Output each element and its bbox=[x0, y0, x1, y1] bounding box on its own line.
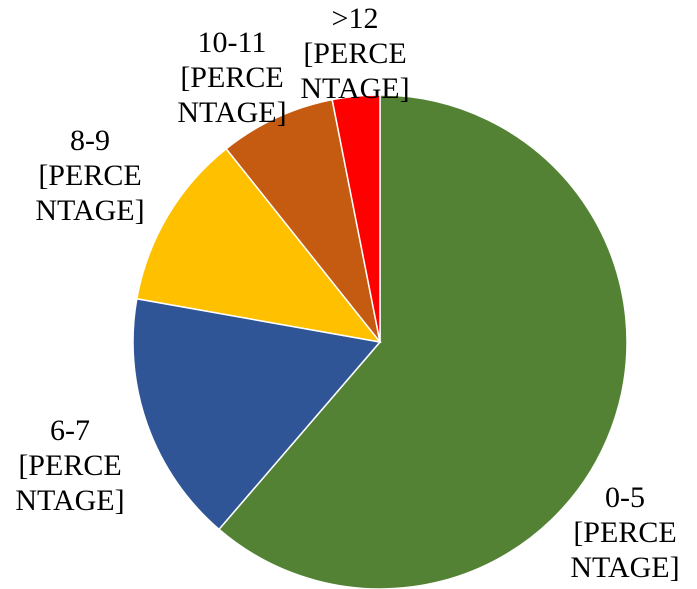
pie-slice bbox=[225, 98, 381, 343]
category-label: >12 bbox=[332, 2, 379, 35]
category-label: 10-11 bbox=[198, 26, 267, 59]
category-label: 8-9 bbox=[70, 124, 110, 157]
pie-slice bbox=[132, 297, 382, 531]
pie-slice bbox=[217, 94, 628, 589]
pie-slice bbox=[135, 147, 382, 344]
category-label: 6-7 bbox=[50, 414, 90, 447]
data-label: [PERCE NTAGE] bbox=[570, 516, 679, 584]
data-label: [PERCE NTAGE] bbox=[300, 37, 409, 105]
data-label: [PERCE NTAGE] bbox=[15, 449, 124, 517]
data-label: [PERCE NTAGE] bbox=[35, 159, 144, 227]
category-label: 0-5 bbox=[605, 481, 645, 514]
data-label: [PERCE NTAGE] bbox=[177, 61, 286, 129]
pie-slice bbox=[331, 94, 381, 343]
